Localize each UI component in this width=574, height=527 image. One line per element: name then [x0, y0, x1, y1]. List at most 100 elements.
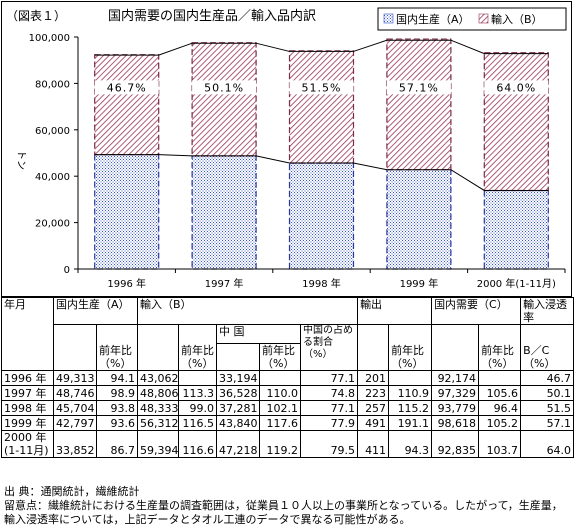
- table-cell: 257: [357, 400, 390, 416]
- table-cell: 77.9: [299, 415, 359, 431]
- y-tick-label: 80,000: [35, 79, 70, 90]
- header-ratio: B／C（%）: [520, 324, 574, 371]
- y-axis-label: トン: [15, 150, 26, 170]
- table-cell: 77.1: [299, 370, 359, 386]
- header-domestic-yoy: 前年比（%）: [96, 324, 138, 371]
- legend-swatch-domestic: [383, 13, 394, 24]
- data-label-background: [289, 80, 354, 95]
- legend-label-domestic: 国内生産（A）: [396, 12, 470, 26]
- notes-source: 出 典：通関統計，繊維統計: [4, 485, 140, 498]
- table-cell: 43,062: [137, 370, 179, 386]
- x-tick-label: 1996 年: [107, 277, 146, 290]
- header-china: 中 国: [216, 324, 301, 344]
- notes-caution-2: 輸入浸透率については，上記データとタオル工連のデータで異なる可能性がある。: [4, 513, 411, 526]
- header-penetration: 輸入浸透率: [520, 297, 574, 325]
- y-tick-label: 20,000: [35, 219, 70, 230]
- header-penetration-text: 輸入浸透率: [523, 298, 568, 324]
- table-cell: 64.0: [520, 430, 574, 458]
- table-cell-year: 1996 年: [1, 370, 54, 386]
- chart: （図表１） 国内需要の国内生産品／輸入品内訳 トン 国内生産（A） 輸入（B） …: [6, 7, 567, 290]
- table-cell: 86.7: [96, 430, 138, 458]
- table-cell: 94.1: [96, 370, 138, 386]
- table-cell: 49,313: [53, 370, 97, 386]
- data-label-background: [192, 80, 257, 95]
- table-cell-year: 2000 年 (1-11月): [1, 430, 54, 458]
- data-label-background: [484, 80, 549, 95]
- bar-domestic: [94, 153, 160, 270]
- table-cell: 50.1: [520, 385, 574, 401]
- bar-domestic: [191, 155, 257, 270]
- year-line-1: 2000 年: [4, 431, 47, 445]
- figure-label: （図表１）: [6, 9, 66, 23]
- table-row: 2000 年 (1-11月) 33,852 86.7 59,394 116.6 47,218…: [1, 430, 574, 458]
- table-cell: 56,312: [137, 415, 179, 431]
- table-body: 1996 年 49,313 94.1 43,062 33,194 77.1 201 92,17…: [1, 370, 574, 458]
- table-cell: 48,746: [53, 385, 97, 401]
- table-cell: 116.5: [178, 415, 217, 431]
- data-label: 46.7%: [107, 81, 147, 94]
- table-cell: 59,394: [137, 430, 179, 458]
- header-import-yoy: 前年比（%）: [178, 324, 217, 371]
- header-demand-yoy: 前年比（%）: [478, 324, 522, 371]
- header-export: 輸出: [357, 297, 433, 325]
- data-label: 51.5%: [302, 81, 342, 94]
- header-import: 輸入（B）: [136, 297, 359, 325]
- x-tick-label: 2000 年(1-11月): [477, 277, 556, 290]
- bar-import: [191, 42, 257, 157]
- bar-import: [483, 52, 549, 192]
- table-cell: 110.9: [388, 385, 433, 401]
- table-cell: 98,618: [431, 415, 480, 431]
- table-cell-year: 1997 年: [1, 385, 54, 401]
- x-tick-label: 1997 年: [205, 277, 244, 290]
- data-labels: 46.7% 50.1% 51.5% 57.1% 64.0%: [94, 80, 549, 95]
- bar-import: [288, 50, 355, 164]
- table-cell: 42,797: [53, 415, 97, 431]
- table-cell: 48,333: [137, 400, 179, 416]
- table-cell: 51.5: [520, 400, 574, 416]
- bar-domestic: [288, 162, 355, 270]
- table-cell: 92,174: [431, 370, 480, 386]
- data-label: 57.1%: [399, 81, 439, 94]
- header-demand-value: [431, 324, 480, 371]
- table-cell: 116.6: [178, 430, 217, 458]
- y-tick-label: 0: [64, 265, 70, 276]
- legend-label-import: 輸入（B）: [491, 12, 543, 26]
- line-total-demand: [94, 39, 549, 56]
- table-cell: [478, 370, 522, 386]
- table-cell: 36,528: [216, 385, 260, 401]
- table-cell: 77.1: [299, 400, 359, 416]
- legend: 国内生産（A） 輸入（B）: [377, 7, 567, 31]
- header-export-yoy: 前年比（%）: [388, 324, 433, 371]
- table-cell: 46.7: [520, 370, 574, 386]
- header-import-value: [137, 324, 179, 371]
- table-cell: 92,835: [431, 430, 480, 458]
- table-row: 1998 年 45,704 93.8 48,333 99.0 37,281 102.1 77.…: [1, 400, 574, 416]
- table-cell: 201: [357, 370, 390, 386]
- bars: [94, 38, 549, 270]
- header-china-yoy: 前年比（%）: [259, 343, 301, 371]
- table-cell: 93.8: [96, 400, 138, 416]
- table-cell: 98.9: [96, 385, 138, 401]
- data-label: 64.0%: [496, 81, 536, 94]
- notes-caution-1: 留意点：繊維統計における生産量の調査範囲は，従業員１０人以上の事業所となっている…: [4, 499, 563, 512]
- header-demand: 国内需要（C）: [431, 297, 522, 325]
- y-tick-label: 100,000: [29, 33, 70, 44]
- chart-title: 国内需要の国内生産品／輸入品内訳: [108, 8, 316, 24]
- table-cell: 223: [357, 385, 390, 401]
- legend-swatch-import: [478, 13, 489, 24]
- table-cell: 191.1: [388, 415, 433, 431]
- chart-frame: [1, 1, 572, 297]
- table-cell: 93,779: [431, 400, 480, 416]
- table-cell: 119.2: [259, 430, 301, 458]
- notes: 出 典：通関統計，繊維統計 留意点：繊維統計における生産量の調査範囲は，従業員１…: [4, 485, 563, 527]
- table-cell: 43,840: [216, 415, 260, 431]
- data-table-wrap: 年月 国内生産（A） 輸入（B） 輸出 国内需要（C） 輸入浸透率 前年比（%）…: [1, 297, 574, 458]
- header-year: 年月: [1, 297, 54, 371]
- table-row: 1999 年 42,797 93.6 56,312 116.5 43,840 117.6 77…: [1, 415, 574, 431]
- table-cell: 491: [357, 415, 390, 431]
- table-row: 1997 年 48,746 98.9 48,806 113.3 36,528 110.0 74…: [1, 385, 574, 401]
- table-cell: 99.0: [178, 400, 217, 416]
- x-axis: 1996 年 1997 年 1998 年 1999 年 2000 年(1-11月): [77, 268, 566, 290]
- table-cell: 37,281: [216, 400, 260, 416]
- bar-domestic: [483, 189, 549, 270]
